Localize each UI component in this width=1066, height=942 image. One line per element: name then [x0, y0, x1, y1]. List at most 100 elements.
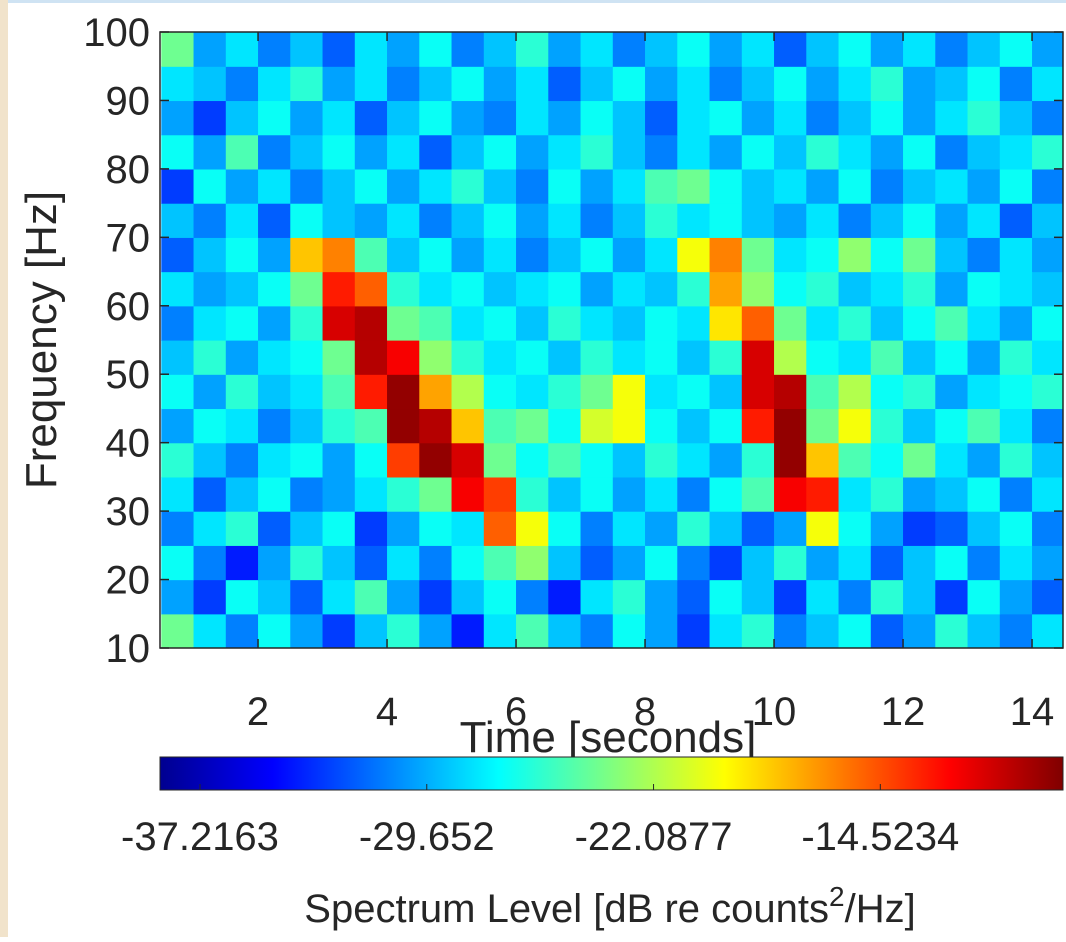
- heat-cell: [870, 203, 904, 238]
- heat-cell: [161, 100, 195, 136]
- heat-cell: [709, 613, 743, 648]
- heat-cell: [258, 237, 291, 273]
- heat-cell: [419, 271, 453, 307]
- heat-cell: [806, 511, 840, 546]
- heat-cell: [258, 271, 291, 307]
- heat-cell: [419, 100, 453, 136]
- heat-cell: [354, 168, 388, 204]
- heat-cell: [806, 340, 840, 375]
- heat-cell: [354, 408, 388, 444]
- heat-cell: [516, 237, 549, 273]
- heat-cell: [161, 340, 195, 375]
- heat-cell: [451, 66, 485, 102]
- heat-cell: [548, 168, 582, 204]
- heat-cell: [967, 305, 1001, 341]
- heat-cell: [612, 66, 646, 102]
- heat-cell: [645, 442, 678, 478]
- heat-cell: [774, 100, 807, 136]
- heat-cell: [838, 442, 872, 478]
- heat-cell: [1032, 340, 1063, 375]
- heat-cell: [838, 32, 872, 67]
- heat-cell: [387, 66, 420, 102]
- heat-cell: [548, 476, 582, 512]
- heat-cell: [225, 100, 259, 136]
- heat-cell: [999, 203, 1033, 238]
- heat-cell: [548, 442, 582, 478]
- heat-cell: [387, 408, 420, 444]
- heat-cell: [451, 203, 485, 238]
- heat-cell: [483, 511, 517, 546]
- heat-cell: [483, 579, 517, 615]
- heat-cell: [322, 271, 356, 307]
- heat-cell: [387, 613, 420, 648]
- heat-cell: [580, 271, 614, 307]
- heat-cell: [483, 66, 517, 102]
- heat-cell: [258, 613, 291, 648]
- heat-cell: [999, 237, 1033, 273]
- heat-cell: [967, 374, 1001, 410]
- x-tick-label: 2: [247, 690, 269, 734]
- heat-cell: [741, 168, 775, 204]
- heat-cell: [516, 579, 549, 615]
- heat-cell: [193, 305, 227, 341]
- heat-cell: [193, 545, 227, 581]
- heat-cell: [903, 374, 936, 410]
- heat-cell: [290, 203, 324, 238]
- heat-cell: [903, 32, 936, 67]
- heat-cell: [322, 374, 356, 410]
- heat-cell: [322, 545, 356, 581]
- heat-cell: [967, 408, 1001, 444]
- heat-cell: [709, 134, 743, 170]
- heat-cell: [1032, 134, 1063, 170]
- heat-cell: [967, 442, 1001, 478]
- heat-cell: [709, 100, 743, 136]
- heat-cell: [548, 66, 582, 102]
- heat-cell: [967, 476, 1001, 512]
- heat-cell: [387, 305, 420, 341]
- heat-cell: [903, 100, 936, 136]
- heat-cell: [193, 340, 227, 375]
- heat-cell: [677, 100, 711, 136]
- heat-cell: [741, 545, 775, 581]
- heat-cell: [967, 271, 1001, 307]
- heat-cell: [419, 613, 453, 648]
- heat-cell: [419, 32, 453, 67]
- heat-cell: [193, 374, 227, 410]
- heat-cell: [161, 66, 195, 102]
- heat-cell: [516, 340, 549, 375]
- heat-cell: [225, 340, 259, 375]
- heat-cell: [612, 203, 646, 238]
- heat-cell: [548, 271, 582, 307]
- colorbar-tick-label: -37.2163: [121, 815, 279, 859]
- heat-cell: [451, 545, 485, 581]
- heat-cell: [903, 476, 936, 512]
- heat-cell: [516, 271, 549, 307]
- heat-cell: [838, 305, 872, 341]
- heat-cell: [580, 237, 614, 273]
- heat-cell: [258, 340, 291, 375]
- heat-cell: [935, 579, 969, 615]
- y-axis-label: Frequency [Hz]: [17, 191, 66, 489]
- heat-cell: [193, 66, 227, 102]
- heat-cell: [290, 511, 324, 546]
- heat-cell: [806, 613, 840, 648]
- heat-cell: [258, 134, 291, 170]
- colorbar-label-text: /Hz]: [845, 887, 916, 931]
- heat-cell: [967, 237, 1001, 273]
- heat-cell: [290, 305, 324, 341]
- heat-cell: [419, 476, 453, 512]
- heat-cell: [387, 442, 420, 478]
- heat-cell: [1032, 442, 1063, 478]
- heat-cell: [999, 442, 1033, 478]
- heat-cell: [322, 511, 356, 546]
- heat-cell: [516, 32, 549, 67]
- heat-cell: [516, 134, 549, 170]
- heat-cell: [419, 442, 453, 478]
- heat-cell: [838, 134, 872, 170]
- heat-cell: [193, 271, 227, 307]
- heat-cell: [290, 476, 324, 512]
- heat-cell: [354, 511, 388, 546]
- heat-cell: [935, 374, 969, 410]
- heat-cell: [483, 476, 517, 512]
- heat-cell: [161, 442, 195, 478]
